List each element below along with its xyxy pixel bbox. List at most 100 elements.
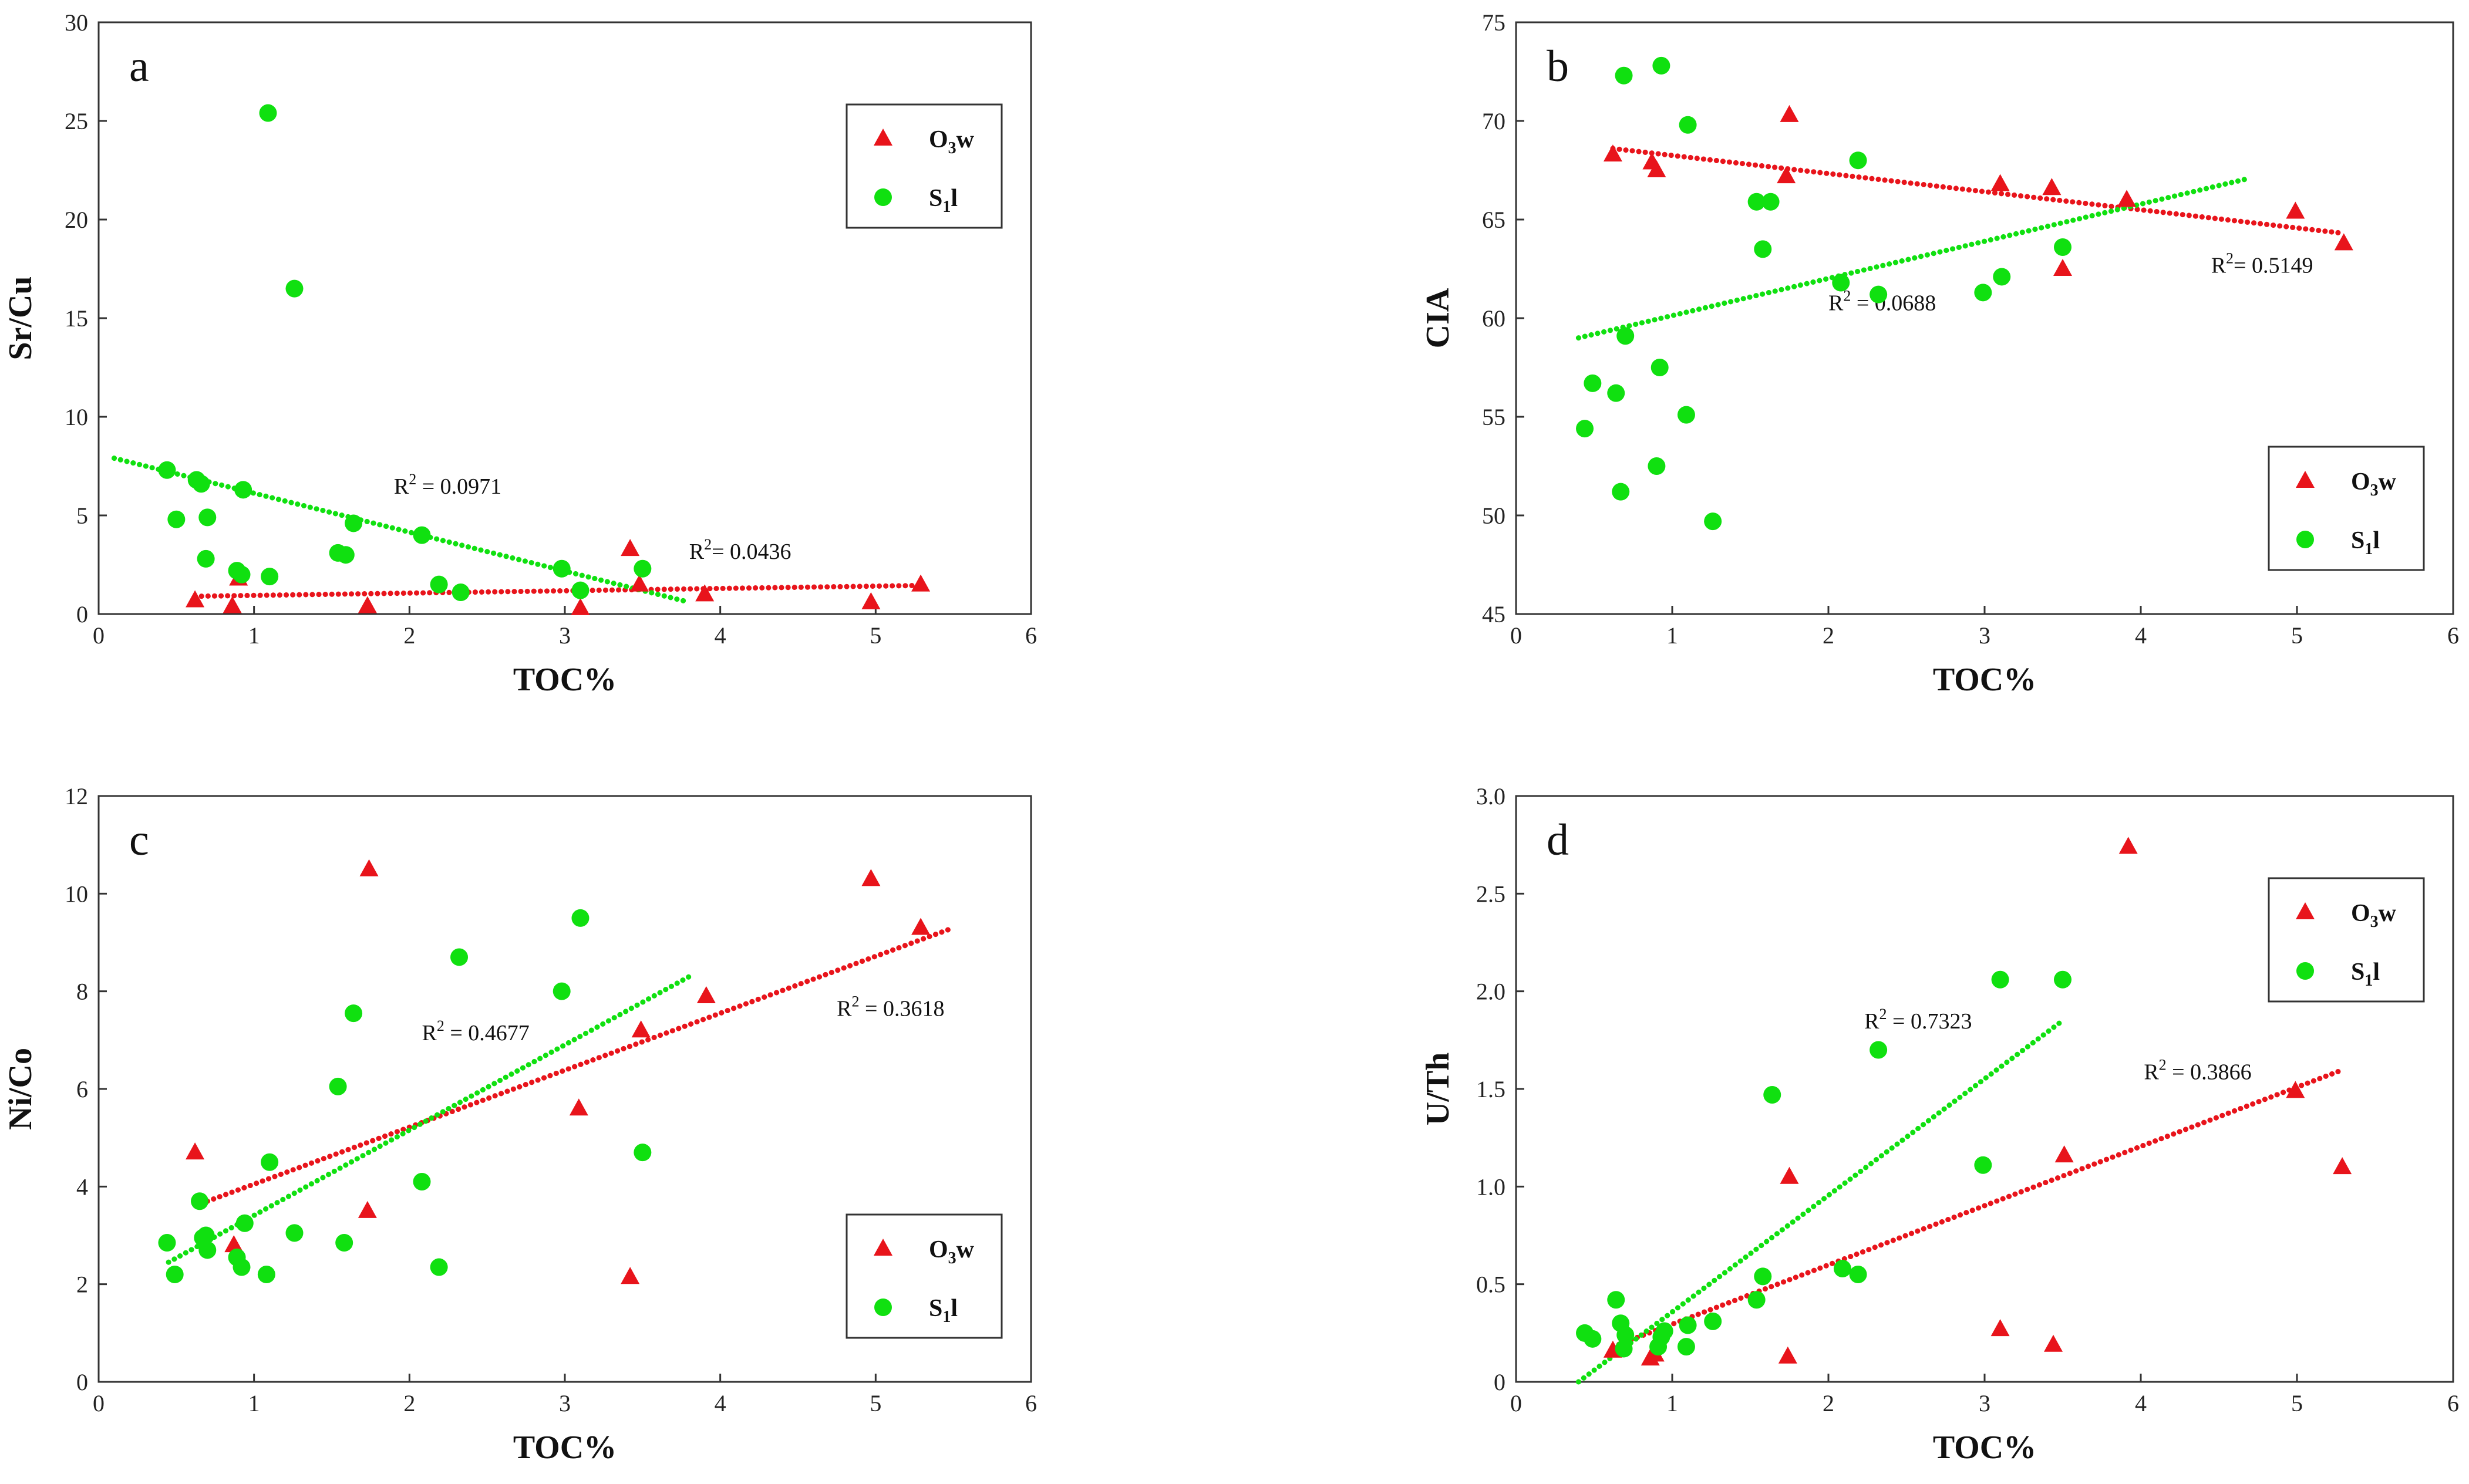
data-point-S1l [413, 526, 431, 544]
y-tick-label: 75 [1482, 9, 1505, 36]
legend-label-S1l: S1l [2351, 959, 2380, 990]
x-tick-label: 4 [2135, 622, 2147, 649]
legend: O3w S1l [2268, 446, 2425, 571]
data-point-S1l [430, 1258, 448, 1276]
data-point-S1l [234, 481, 252, 499]
trendline-S1l [111, 456, 692, 605]
y-tick-label: 1.5 [1476, 1076, 1505, 1102]
y-tick-label: 50 [1482, 502, 1505, 529]
legend-label-S1l: S1l [929, 185, 958, 216]
data-point-O3w [186, 590, 205, 608]
data-point-S1l [158, 461, 176, 479]
x-axis-title: TOC% [1933, 1429, 2036, 1466]
data-point-O3w [2117, 190, 2137, 207]
x-tick-label: 3 [559, 622, 571, 649]
data-point-S1l [1704, 512, 1722, 531]
data-point-S1l [261, 1153, 279, 1171]
data-point-S1l [1870, 1041, 1888, 1059]
data-point-S1l [329, 1077, 347, 1095]
x-tick-label: 5 [870, 1390, 881, 1416]
x-tick-label: 1 [1666, 1390, 1678, 1416]
legend-marker-S1l [2296, 531, 2314, 548]
x-tick-label: 3 [1979, 1390, 1990, 1416]
r-squared-label-O3w: R2 = 0.3618 [837, 993, 944, 1021]
data-point-S1l [1679, 1316, 1697, 1334]
x-tick-label: 3 [1979, 622, 1990, 649]
data-point-O3w [696, 986, 716, 1003]
data-point-S1l [1607, 384, 1625, 402]
legend-box [2268, 446, 2425, 571]
y-tick-label: 5 [76, 502, 88, 529]
data-point-S1l [571, 909, 590, 927]
data-point-S1l [285, 279, 304, 298]
r-squared-label-O3w: R2= 0.0436 [689, 536, 791, 564]
r-squared-label-S1l: R2 = 0.0971 [394, 471, 501, 499]
data-point-S1l [1616, 327, 1635, 345]
y-tick-label: 45 [1482, 601, 1505, 628]
data-point-S1l [413, 1173, 431, 1191]
y-tick-label: 20 [65, 207, 88, 233]
panel-label: b [1547, 42, 1569, 91]
data-point-O3w [911, 574, 931, 592]
data-point-S1l [430, 575, 448, 593]
data-point-O3w [2286, 201, 2305, 219]
x-tick-label: 4 [715, 622, 726, 649]
r-squared-label-S1l: R2 = 0.7323 [1864, 1006, 1972, 1034]
y-tick-label: 0 [1494, 1369, 1505, 1395]
data-point-S1l [1870, 285, 1888, 303]
legend-box [2268, 877, 2425, 1003]
y-tick-label: 0.5 [1476, 1271, 1505, 1298]
data-point-S1l [1655, 1322, 1673, 1340]
data-point-S1l [1612, 483, 1630, 501]
y-tick-label: 2.5 [1476, 881, 1505, 907]
data-point-S1l [1677, 1338, 1695, 1356]
data-point-O3w [861, 869, 881, 886]
legend-marker-S1l [874, 1298, 892, 1316]
data-point-S1l [1993, 268, 2011, 286]
x-tick-label: 5 [2291, 1390, 2303, 1416]
y-tick-label: 10 [65, 404, 88, 430]
x-tick-label: 4 [715, 1390, 726, 1416]
data-point-S1l [450, 948, 469, 966]
x-tick-label: 5 [870, 622, 881, 649]
data-point-S1l [1974, 284, 1992, 302]
data-point-S1l [1615, 1340, 1633, 1358]
data-point-O3w [1780, 1166, 1799, 1184]
data-point-S1l [192, 475, 210, 493]
legend-marker-S1l [2296, 962, 2314, 980]
data-point-S1l [1677, 406, 1695, 424]
data-point-S1l [1849, 1266, 1867, 1284]
data-point-O3w [569, 1098, 588, 1116]
legend-label-S1l: S1l [929, 1295, 958, 1326]
data-point-S1l [1652, 56, 1670, 75]
r-squared-label-O3w: R2 = 0.3866 [2144, 1056, 2251, 1084]
x-tick-label: 0 [1510, 622, 1522, 649]
y-tick-label: 12 [65, 783, 88, 810]
legend-marker-O3w [2296, 471, 2315, 488]
trendline-O3w [1610, 146, 2347, 237]
data-point-O3w [2044, 1334, 2063, 1352]
chart-panel-d: 0 1 2 3 4 5 6 0 0.5 1.0 1.5 2.0 2.5 3.0 TOC% U/Th d R2 = … [1420, 783, 2459, 1466]
y-tick-label: 1.0 [1476, 1173, 1505, 1200]
x-axis-title: TOC% [513, 662, 617, 698]
x-tick-label: 4 [2135, 1390, 2147, 1416]
x-tick-label: 2 [1823, 622, 1834, 649]
legend-label-O3w: O3w [2351, 900, 2397, 931]
data-point-S1l [158, 1233, 176, 1252]
data-point-O3w [571, 598, 590, 615]
y-tick-label: 8 [76, 979, 88, 1005]
panel-label: a [129, 42, 149, 91]
data-point-S1l [1651, 359, 1669, 376]
x-tick-label: 6 [1025, 622, 1037, 649]
data-point-S1l [634, 1144, 652, 1162]
legend-label-O3w: O3w [2351, 468, 2397, 500]
data-point-S1l [553, 982, 571, 1000]
y-tick-label: 15 [65, 305, 88, 332]
data-point-O3w [2042, 178, 2062, 195]
y-tick-label: 0 [76, 601, 88, 628]
trendline-O3w [192, 582, 925, 599]
data-point-S1l [2054, 970, 2071, 989]
data-point-S1l [1615, 66, 1633, 85]
data-point-O3w [1778, 1346, 1797, 1364]
